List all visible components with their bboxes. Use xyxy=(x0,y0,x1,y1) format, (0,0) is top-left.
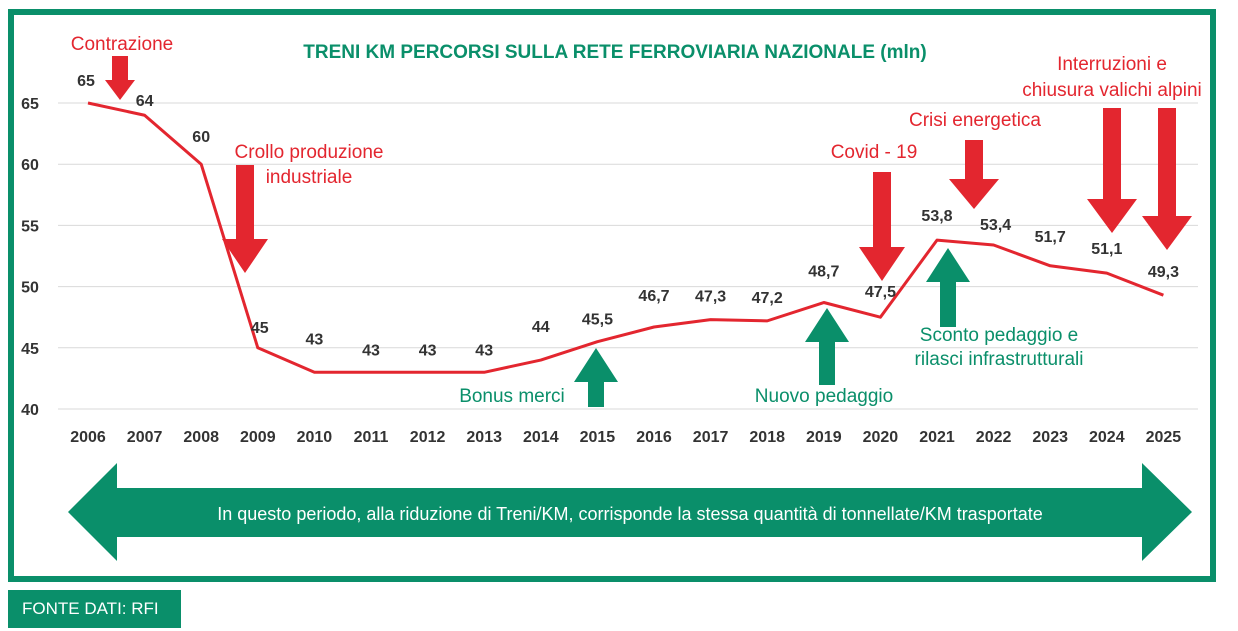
arrow-down-icon xyxy=(1142,108,1192,250)
annotation-text: Covid - 19 xyxy=(831,142,918,163)
annotation-text: Interruzioni e xyxy=(1057,54,1167,75)
arrow-up-icon xyxy=(926,248,970,327)
x-tick-label: 2024 xyxy=(1089,429,1125,446)
y-tick-label: 55 xyxy=(21,218,39,235)
x-tick-label: 2006 xyxy=(70,429,106,446)
data-label: 47,3 xyxy=(695,289,726,306)
y-tick-label: 40 xyxy=(21,402,39,419)
data-label: 46,7 xyxy=(638,288,669,305)
x-tick-label: 2022 xyxy=(976,429,1012,446)
data-label: 43 xyxy=(306,331,324,348)
source-label: FONTE DATI: RFI xyxy=(8,590,181,628)
x-tick-label: 2010 xyxy=(297,429,333,446)
data-label: 53,4 xyxy=(980,217,1011,234)
banner-text: In questo periodo, alla riduzione di Tre… xyxy=(217,504,1042,524)
arrow-down-icon xyxy=(1087,108,1137,233)
arrow-down-icon xyxy=(949,140,999,209)
data-label: 45,5 xyxy=(582,312,613,329)
x-tick-label: 2018 xyxy=(749,429,785,446)
annotation-text: Crollo produzione xyxy=(235,142,384,163)
x-tick-label: 2009 xyxy=(240,429,276,446)
x-tick-label: 2019 xyxy=(806,429,842,446)
chart-frame xyxy=(8,9,1216,582)
annotation-text: Contrazione xyxy=(71,34,173,55)
x-tick-label: 2023 xyxy=(1032,429,1068,446)
x-tick-label: 2014 xyxy=(523,429,559,446)
y-tick-label: 65 xyxy=(21,96,39,113)
data-label: 53,8 xyxy=(921,208,952,225)
x-tick-label: 2015 xyxy=(580,429,616,446)
chart-title: TRENI KM PERCORSI SULLA RETE FERROVIARIA… xyxy=(303,42,926,63)
data-label: 45 xyxy=(251,320,269,337)
x-axis-ticks: 2006 2007 2008 2009 2010 2011 2012 2013 2014 2015… xyxy=(70,429,1181,446)
arrow-up-icon xyxy=(574,348,618,407)
period-banner: In questo periodo, alla riduzione di Tre… xyxy=(68,463,1192,561)
data-label: 43 xyxy=(475,342,493,359)
annotation-text: Bonus merci xyxy=(459,386,565,407)
annotation-text: Sconto pedaggio e xyxy=(920,325,1078,346)
y-axis-ticks: 40 45 50 55 60 65 xyxy=(21,96,39,419)
annotations: Contrazione Crollo produzione industriale B… xyxy=(71,34,1202,407)
arrow-down-icon xyxy=(105,56,135,100)
x-tick-label: 2007 xyxy=(127,429,163,446)
series-line-group xyxy=(87,101,1164,374)
grid-lines xyxy=(58,102,1198,410)
data-label: 51,7 xyxy=(1035,229,1066,246)
data-label: 43 xyxy=(419,342,437,359)
data-label: 47,2 xyxy=(752,290,783,307)
annotation-text: Crisi energetica xyxy=(909,110,1041,131)
data-label: 47,5 xyxy=(865,284,896,301)
data-label: 44 xyxy=(532,319,550,336)
x-tick-label: 2013 xyxy=(466,429,502,446)
x-tick-label: 2008 xyxy=(183,429,219,446)
data-label: 49,3 xyxy=(1148,264,1179,281)
data-label: 43 xyxy=(362,342,380,359)
data-labels: 65 64 60 45 43 43 43 43 44 45,5 46,7 47,3 47,2 48,7 47… xyxy=(77,73,1179,359)
x-tick-label: 2017 xyxy=(693,429,729,446)
series-line xyxy=(87,101,1164,374)
arrow-down-icon xyxy=(222,165,268,273)
annotation-text: chiusura valichi alpini xyxy=(1022,80,1202,101)
data-label: 48,7 xyxy=(808,264,839,281)
annotation-text: Nuovo pedaggio xyxy=(755,386,893,407)
double-arrow-banner xyxy=(68,463,1192,561)
annotation-text: rilasci infrastrutturali xyxy=(915,349,1084,370)
x-tick-label: 2012 xyxy=(410,429,446,446)
x-tick-label: 2011 xyxy=(354,429,389,446)
arrow-up-icon xyxy=(805,308,849,385)
data-label: 51,1 xyxy=(1091,241,1122,258)
annotation-text: industriale xyxy=(266,167,353,188)
data-label: 64 xyxy=(136,93,154,110)
data-label: 65 xyxy=(77,73,95,90)
y-tick-label: 50 xyxy=(21,280,39,297)
x-tick-label: 2021 xyxy=(919,429,955,446)
y-tick-label: 60 xyxy=(21,157,39,174)
data-label: 60 xyxy=(192,129,210,146)
x-tick-label: 2025 xyxy=(1146,429,1182,446)
x-tick-label: 2020 xyxy=(863,429,899,446)
y-tick-label: 45 xyxy=(21,341,39,358)
x-tick-label: 2016 xyxy=(636,429,672,446)
arrow-down-icon xyxy=(859,172,905,281)
